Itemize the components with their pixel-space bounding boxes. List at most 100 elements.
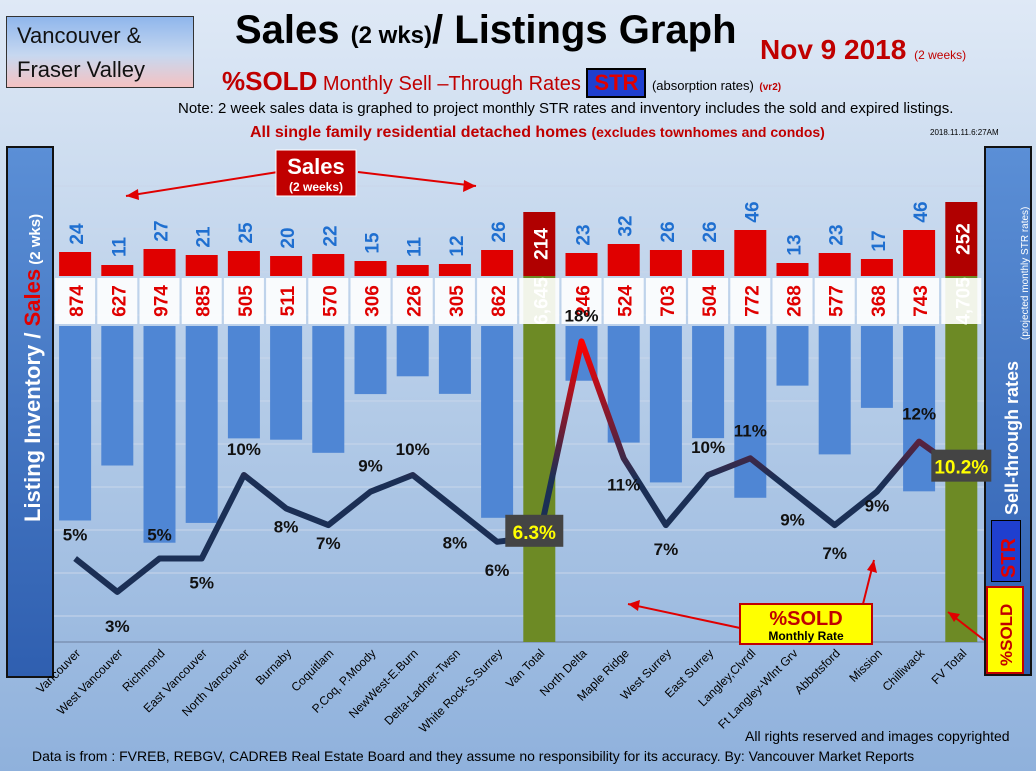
sales-value-label: 22: [320, 225, 341, 246]
sold-total-badge: [931, 449, 992, 482]
category-label: Burnaby: [253, 646, 295, 688]
timestamp: 2018.11.11.6:27AM: [930, 128, 999, 137]
sales-bar: [818, 253, 851, 276]
subtitle-version: (vr2): [759, 82, 782, 93]
sales-bar: [523, 212, 556, 276]
inventory-value-label: 570: [320, 285, 341, 317]
sales-bar: [776, 263, 809, 276]
rights-note: All rights reserved and images copyright…: [745, 728, 1010, 744]
inventory-label-band: [688, 278, 729, 324]
sold-value-label: 11%: [734, 421, 767, 440]
sales-value-label: 21: [194, 226, 215, 248]
inventory-value-label: 226: [405, 285, 426, 317]
inventory-bar: [692, 326, 725, 439]
inventory-label-band: [645, 278, 686, 324]
sales-value-label: 17: [869, 230, 890, 251]
sales-callout: Sales (2 weeks): [125, 149, 477, 200]
sold-value-label: 8%: [274, 517, 299, 536]
inventory-label-band: [561, 278, 602, 324]
source-note: Data is from : FVREB, REBGV, CADREB Real…: [32, 748, 915, 764]
inventory-label-band: [519, 278, 560, 324]
inventory-bar: [649, 326, 682, 483]
sales-bar: [860, 259, 893, 276]
inventory-bar: [523, 276, 556, 642]
subtitle-rate: Monthly Sell –Through Rates: [322, 73, 581, 95]
right-axis-label: Sell-through rates: [1002, 361, 1022, 515]
inventory-label-band: [55, 278, 96, 324]
sales-bar: [396, 265, 429, 276]
inventory-label-band: [941, 278, 982, 324]
sold-value-label: 5%: [147, 526, 172, 545]
inventory-value-label: 504: [700, 285, 721, 317]
inventory-label-band: [223, 278, 264, 324]
sales-bar: [903, 230, 936, 276]
inventory-value-label: 874: [67, 285, 88, 317]
sold-value-label: 5%: [63, 526, 88, 545]
sales-bar: [692, 250, 725, 276]
sales-callout-title: Sales: [287, 154, 345, 179]
inventory-label-band: [856, 278, 897, 324]
category-label: Mission: [846, 646, 885, 685]
date-value: Nov 9 2018: [760, 34, 907, 65]
inventory-label-band: [308, 278, 349, 324]
sold-callout-title: %SOLD: [769, 608, 842, 630]
sales-value-label: 46: [911, 201, 932, 222]
subtitle-sold: %SOLD: [222, 66, 318, 96]
scope-note: All single family residential detached h…: [250, 124, 825, 142]
sales-value-label: 24: [67, 223, 88, 245]
sales-value-label: 25: [236, 222, 257, 244]
inventory-label-band: [730, 278, 771, 324]
inventory-value-label: 505: [236, 285, 257, 317]
inventory-label-band: [434, 278, 475, 324]
sales-value-label: 23: [827, 224, 848, 245]
inventory-bar: [101, 326, 134, 466]
right-str-label: STR: [998, 537, 1020, 578]
inventory-bar: [354, 326, 387, 395]
sold-value-label: 7%: [654, 540, 679, 559]
subtitle-absorption: (absorption rates): [651, 78, 754, 93]
sales-value-label: 214: [531, 228, 552, 260]
sales-value-label: 26: [700, 221, 721, 242]
region-line-1: Vancouver &: [17, 23, 142, 48]
sales-value-label: 15: [363, 232, 384, 254]
right-sold-badge: [986, 586, 1024, 674]
inventory-value-label: 577: [827, 285, 848, 317]
inventory-bar: [481, 326, 514, 518]
sold-value-label: 8%: [443, 533, 468, 552]
sales-value-label: 252: [953, 223, 974, 255]
inventory-label-band: [266, 278, 307, 324]
sales-value-label: 26: [658, 221, 679, 242]
category-label: White Rock-S.Surrey: [416, 646, 505, 735]
sales-value-label: 26: [489, 221, 510, 242]
sold-value-label: 11%: [607, 475, 640, 494]
inventory-value-label: 511: [278, 285, 299, 316]
inventory-bar: [312, 326, 345, 453]
sold-total-label: 10.2%: [934, 458, 988, 479]
category-label: Chilliwack: [880, 646, 928, 694]
right-str-badge: [991, 520, 1021, 582]
sales-callout-sub: (2 weeks): [289, 180, 343, 194]
left-axis-label: Listing Inventory / Sales (2 wks): [20, 214, 45, 522]
sold-value-label: 18%: [564, 306, 598, 325]
sold-callout: %SOLD Monthly Rate: [627, 559, 985, 645]
inventory-bar: [270, 326, 303, 440]
sales-value-label: 27: [152, 220, 173, 241]
inventory-value-label: 306: [363, 285, 384, 317]
inventory-value-label: 772: [742, 285, 763, 317]
sales-value-label: 20: [278, 227, 299, 248]
sales-bar: [481, 250, 514, 276]
sales-bar: [734, 230, 767, 276]
inventory-value-label: 743: [911, 285, 932, 317]
left-axis-panel: [6, 146, 54, 678]
sales-bar: [185, 255, 218, 276]
sales-value-label: 32: [616, 215, 637, 236]
inventory-value-label: 4,705: [953, 277, 974, 325]
sold-value-label: 10%: [227, 440, 261, 459]
sold-value-label: 9%: [865, 497, 890, 516]
sold-value-label: 7%: [316, 534, 341, 553]
inventory-bar: [734, 326, 767, 498]
inventory-label-band: [139, 278, 180, 324]
sales-value-label: 12: [447, 235, 468, 256]
inventory-value-label: 627: [109, 285, 130, 317]
